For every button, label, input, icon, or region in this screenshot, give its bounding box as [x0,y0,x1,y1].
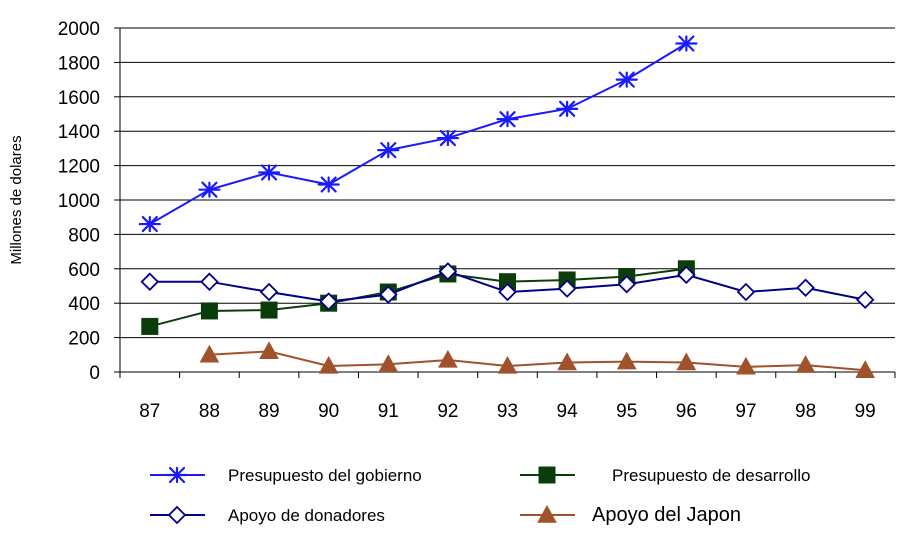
legend-label: Presupuesto del gobierno [228,466,422,485]
data-point [377,142,400,159]
series [138,35,876,378]
y-tick-label: 1200 [58,157,100,178]
y-tick-label: 600 [68,260,100,281]
x-tick-label: 92 [437,401,458,422]
data-point [855,290,875,310]
data-point [557,279,577,298]
y-tick-label: 1800 [58,53,100,74]
data-point [498,282,517,302]
data-point [438,349,458,368]
data-point [259,341,279,360]
x-tick-label: 97 [735,401,756,422]
data-point [496,111,519,128]
x-tick-label: 98 [795,401,816,422]
data-point [556,100,579,117]
data-point [141,317,159,335]
data-point [855,360,876,378]
data-point [319,292,338,311]
x-tick-label: 91 [378,401,399,422]
data-point [736,282,756,302]
x-tick-label: 95 [616,401,637,422]
data-point [317,176,340,193]
series-line [149,267,687,328]
legend-marker [537,504,557,523]
legend-label: Apoyo del Japon [592,504,741,526]
axes [114,27,896,378]
data-point [138,215,161,233]
series-line [209,350,866,372]
data-point [497,355,518,374]
legend: Presupuesto del gobierno Presupuesto de d… [150,466,810,526]
data-point [438,262,458,281]
series-apoyo-de-donadores [140,262,875,311]
series-apoyo-del-japon [199,341,876,378]
y-tick-label: 400 [68,294,100,315]
data-point [796,278,815,297]
series-presupuesto-del-gobierno [138,35,698,233]
data-point [795,355,816,373]
legend-marker [538,466,556,484]
legend-item-apoyo-de-donadores: Apoyo de donadores [150,505,385,525]
series-line [149,42,687,225]
series-presupuesto-de-desarrollo [141,260,695,335]
data-point [378,285,398,304]
y-axis-label: Millones de dolares [8,135,25,264]
data-point [736,356,756,375]
legend-item-presupuesto-del-gobierno: Presupuesto del gobierno [150,466,422,485]
data-point [617,275,637,294]
data-point [257,164,281,181]
data-point [259,282,279,302]
data-point [199,344,220,363]
data-point [200,302,218,320]
y-tick-label: 1400 [58,122,100,143]
legend-item-apoyo-del-japon: Apoyo del Japon [520,504,741,526]
legend-marker [165,466,189,484]
data-point [616,351,637,370]
x-tick-label: 94 [557,401,579,422]
legend-item-presupuesto-de-desarrollo: Presupuesto de desarrollo [520,466,810,485]
x-tick-label: 90 [318,401,339,422]
legend-marker [167,505,187,525]
data-point [378,354,399,372]
gridlines [120,27,895,339]
y-tick-label: 1000 [58,191,100,212]
y-tick-label: 800 [68,225,100,246]
x-tick-label: 93 [497,401,518,422]
data-point [676,352,697,371]
x-tick-labels: 87 88 89 90 91 92 93 94 95 96 97 98 99 [139,401,876,422]
x-tick-label: 89 [258,401,279,422]
data-point [200,272,219,291]
data-point [436,129,459,147]
y-tick-label: 1600 [58,88,100,109]
x-tick-label: 88 [199,401,220,422]
y-tick-label: 200 [68,329,100,350]
y-tick-label: 2000 [58,19,100,40]
data-point [675,35,698,52]
data-point [260,301,278,319]
data-point [198,181,221,198]
data-point [615,71,638,88]
data-point [140,272,160,291]
data-point [557,352,577,371]
data-point [318,355,339,374]
x-tick-label: 87 [139,401,160,422]
legend-label: Apoyo de donadores [228,506,385,525]
y-tick-labels: 0 200 400 600 800 1000 1200 1400 1600 1800 2000 [58,19,100,384]
data-point [677,265,696,285]
x-tick-label: 96 [676,401,697,422]
legend-label: Presupuesto de desarrollo [612,466,810,485]
y-tick-label: 0 [89,363,100,384]
x-tick-label: 99 [855,401,876,422]
